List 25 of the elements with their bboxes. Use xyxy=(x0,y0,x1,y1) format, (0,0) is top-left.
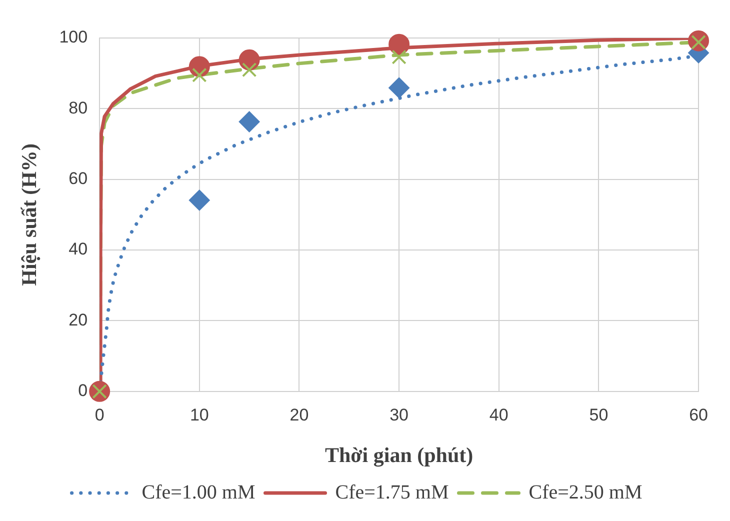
point xyxy=(388,34,410,55)
legend-label: Cfe=1.75 mM xyxy=(335,481,449,504)
y-tick-label: 60 xyxy=(68,169,88,188)
x-tick-label: 50 xyxy=(589,405,608,424)
point xyxy=(238,111,260,132)
y-tick-label: 20 xyxy=(68,310,88,330)
x-axis-title: Thời gian (phút) xyxy=(324,442,474,467)
x-tick-label: 20 xyxy=(290,405,309,424)
y-tick-label: 100 xyxy=(59,28,88,47)
point xyxy=(388,77,410,98)
x-tick-label: 0 xyxy=(94,405,104,424)
x-tick-label: 30 xyxy=(390,405,409,424)
y-tick-label: 0 xyxy=(78,381,88,400)
y-axis-title: Hiệu suất (H%) xyxy=(17,144,42,286)
x-tick-label: 60 xyxy=(689,405,708,424)
point xyxy=(242,62,257,78)
legend-label: Cfe=2.50 mM xyxy=(528,481,642,504)
point xyxy=(392,50,406,64)
point xyxy=(192,68,207,82)
y-tick-label: 80 xyxy=(68,98,88,118)
x-tick-label: 40 xyxy=(489,405,508,424)
y-tick-label: 40 xyxy=(68,240,88,259)
legend-label: Cfe=1.00 mM xyxy=(142,481,256,504)
point xyxy=(188,190,210,211)
x-tick-label: 10 xyxy=(190,405,209,424)
